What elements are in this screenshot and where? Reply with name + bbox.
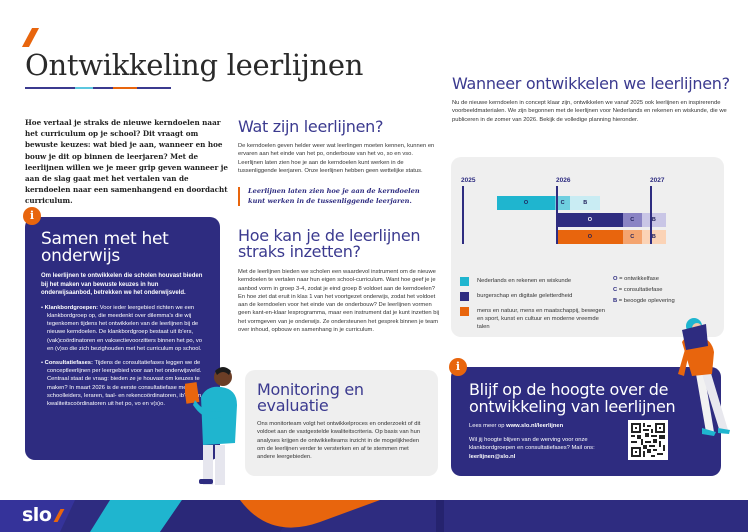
item-label: Consultatiefases: (44, 360, 93, 366)
page-title: Ontwikkeling leerlijnen (25, 48, 364, 82)
item-label: Klankbordgroepen: (44, 304, 99, 311)
slash-decoration (21, 28, 40, 47)
year-line (650, 186, 652, 244)
info-icon: i (449, 358, 467, 376)
wanneer-title: Wanneer ontwikkelen we leerlijnen? (452, 74, 730, 93)
key-item: O = ontwikkelfase (613, 274, 675, 285)
item-text: Tijdens de consultatiefases leggen we de… (47, 360, 202, 408)
legend-swatch (460, 292, 469, 301)
hoe-title: Hoe kan je de leerlijnen straks inzetten… (238, 226, 421, 261)
monitor-box: Monitoring en evaluatie Ons monitorteam … (245, 370, 438, 476)
blijf-title: Blijf op de hoogte over de ontwikkeling … (469, 380, 676, 416)
woman-reading-illustration (678, 318, 730, 436)
timeline-bar: C (622, 213, 642, 227)
timeline-bar: C (555, 196, 571, 210)
hoe-body: Met de leerlijnen bieden we scholen een … (238, 269, 440, 334)
slo-logo: slo (22, 504, 52, 526)
mail-text: Wil jij hoogte blijven van de werving vo… (469, 436, 609, 461)
wat-body: De kerndoelen geven helder weer wat leer… (238, 143, 435, 174)
wanneer-body: Nu de nieuwe kerndoelen in concept klaar… (452, 100, 727, 123)
timeline-bar: B (641, 213, 667, 227)
timeline-bar: O (496, 196, 556, 210)
legend-swatch (460, 277, 469, 286)
timeline-bar: C (622, 230, 642, 244)
timeline-bar: B (641, 230, 667, 244)
year-line (462, 186, 464, 244)
wat-title: Wat zijn leerlijnen? (238, 117, 384, 136)
website-link[interactable]: www.slo.nl/leerlijnen (506, 423, 564, 429)
monitor-body: Ons monitorteam volgt het ontwikkelproce… (257, 421, 421, 461)
wat-quote: Leerlijnen laten zien hoe je aan de kern… (238, 187, 438, 206)
timeline-legend: Nederlands en rekenen en wiskunde burger… (460, 277, 605, 337)
key-label: = beoogde oplevering (617, 298, 675, 304)
wat-section: Wat zijn leerlijnen? De kerndoelen geven… (238, 117, 438, 206)
footer-decoration (0, 500, 748, 532)
timeline-bar: O (557, 230, 623, 244)
email-link[interactable]: leerlijnen@slo.nl (469, 453, 516, 460)
samen-title: Samen met het onderwijs (41, 229, 169, 266)
legend-swatch (460, 307, 469, 316)
samen-list: • Klankbordgroepen: Voor ieder leergebie… (41, 304, 208, 408)
timeline-bar: B (570, 196, 601, 210)
lees-prefix: Lees meer op (469, 423, 507, 429)
legend-label: mens en natuur, mens en maatschappij, be… (477, 308, 605, 330)
legend-item: Nederlands en rekenen en wiskunde (460, 277, 605, 286)
list-item: • Klankbordgroepen: Voor ieder leergebie… (41, 304, 202, 352)
samen-box: Samen met het onderwijs Om leerlijnen te… (25, 217, 220, 460)
key-label: = consultatiefase (617, 287, 663, 293)
blijf-box: Blijf op de hoogte over de ontwikkeling … (451, 367, 721, 476)
year-label: 2026 (556, 177, 571, 184)
man-reading-illustration (185, 367, 237, 485)
legend-item: burgerschap en digitale geletterdheid (460, 292, 605, 301)
title-underline (25, 87, 171, 89)
key-item: C = consultatiefase (613, 285, 675, 296)
info-icon: i (23, 207, 41, 225)
phase-keys: O = ontwikkelfase C = consultatiefase B … (613, 274, 675, 307)
key-item: B = beoogde oplevering (613, 296, 675, 307)
key-label: = ontwikkelfase (617, 276, 659, 282)
legend-label: Nederlands en rekenen en wiskunde (477, 278, 572, 284)
legend-item: mens en natuur, mens en maatschappij, be… (460, 307, 605, 331)
monitor-title: Monitoring en evaluatie (257, 380, 364, 415)
qr-code[interactable] (628, 420, 668, 460)
year-line (556, 186, 558, 244)
footer-band: slo (0, 500, 748, 532)
item-text: Voor ieder leergebied richten we een kla… (47, 304, 202, 352)
wanneer-section: Wanneer ontwikkelen we leerlijnen? Nu de… (452, 76, 732, 124)
key-code: C (613, 287, 618, 293)
lees-meer: Lees meer op www.slo.nl/leerlijnen (469, 422, 703, 430)
hoe-section: Hoe kan je de leerlijnen straks inzetten… (238, 228, 440, 334)
year-label: 2027 (650, 177, 665, 184)
legend-label: burgerschap en digitale geletterdheid (477, 293, 573, 299)
list-item: • Consultatiefases: Tijdens de consultat… (41, 360, 202, 408)
samen-lead: Om leerlijnen te ontwikkelen die scholen… (41, 273, 203, 297)
year-label: 2025 (461, 177, 476, 184)
key-code: O (613, 276, 618, 282)
intro-text: Hoe vertaal je straks de nieuwe kerndoel… (25, 118, 228, 206)
mail-prefix: Wil jij hoogte blijven van de werving vo… (469, 437, 595, 452)
timeline-bar: O (557, 213, 623, 227)
key-code: B (613, 298, 618, 304)
qr-code-icon (631, 423, 665, 457)
